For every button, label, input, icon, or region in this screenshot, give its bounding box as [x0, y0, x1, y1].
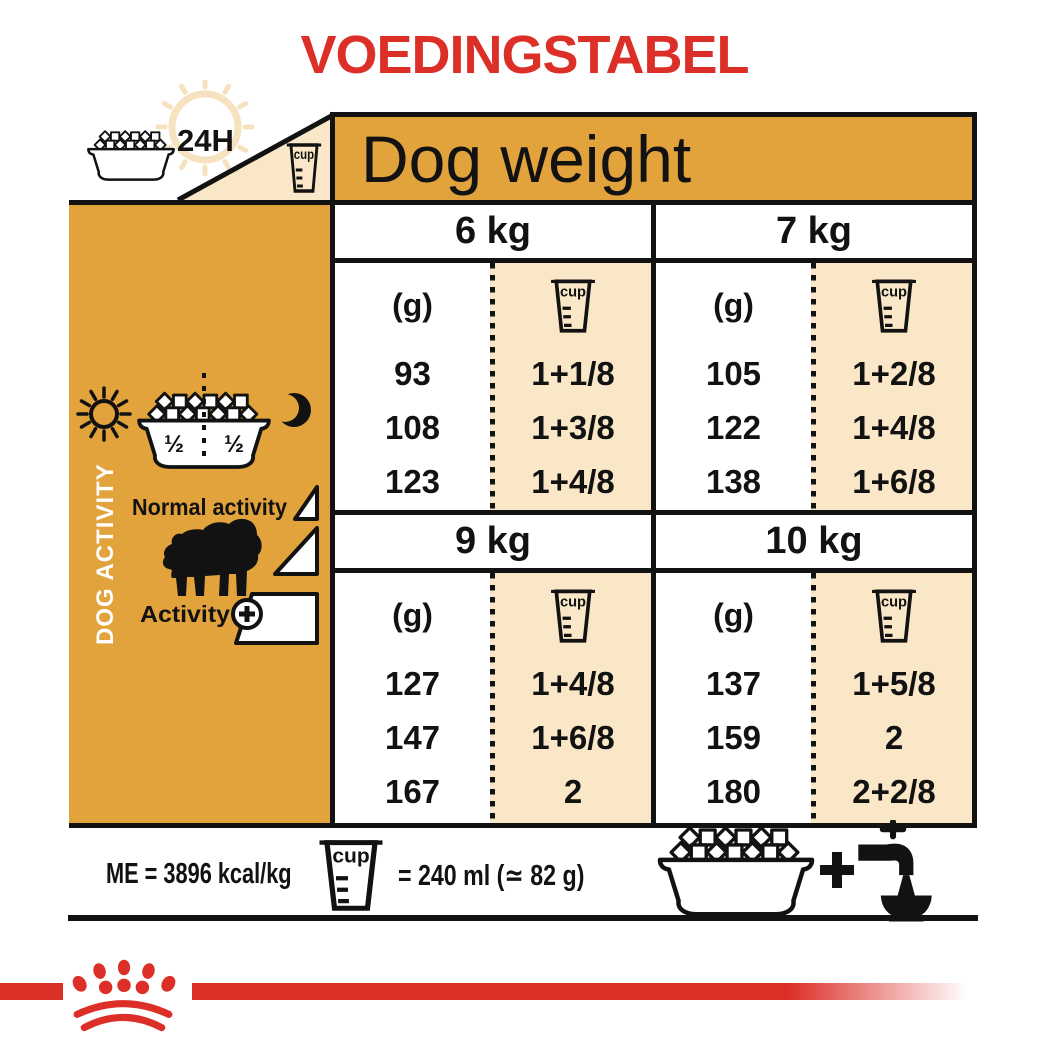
cup-value: 1+4/8	[531, 665, 615, 702]
column-divider	[651, 205, 656, 258]
cups-column: cup 1+1/8 1+3/8 1+4/8	[495, 263, 651, 510]
grams-value: 105	[705, 355, 762, 392]
cup-icon-label: cup	[294, 146, 315, 162]
daily-ration-label: 24H	[177, 123, 234, 158]
grams-column-header: (g)	[713, 286, 754, 323]
cup-icon-label: cup	[560, 284, 586, 300]
activity-label: Activity	[140, 601, 230, 627]
column-divider	[651, 263, 656, 510]
footer-divider-line	[68, 915, 978, 921]
brand-band	[0, 983, 975, 1000]
measuring-cup-icon: cup	[286, 143, 322, 193]
table-body-row-1: (g) 93 108 123 cup 1+1/8 1+3/8 1+4/8	[335, 263, 972, 515]
cup-value: 1+3/8	[531, 409, 615, 446]
moon-icon	[271, 393, 311, 427]
cup-value: 2+2/8	[852, 773, 936, 810]
sidebar-graphic: ½ ½ DOG ACTIVITY Normal activity Activit…	[76, 373, 319, 645]
grams-column: (g) 137 159 180	[656, 573, 811, 823]
cup-value: 1+6/8	[531, 719, 615, 756]
dotted-divider	[811, 573, 816, 823]
section-9kg: (g) 127 147 167 cup 1+4/8 1+6/8 2	[335, 573, 651, 823]
clock-icon	[155, 80, 255, 177]
cup-value: 1+4/8	[852, 409, 936, 446]
cup-value: 1+2/8	[852, 355, 936, 392]
cup-icon-label: cup	[881, 284, 907, 300]
section-10kg: (g) 137 159 180 cup 1+5/8 2 2+2/8	[656, 573, 972, 823]
dog-activity-sidebar: ½ ½ DOG ACTIVITY Normal activity Activit…	[69, 200, 330, 828]
grams-column-header: (g)	[392, 286, 433, 323]
dotted-divider	[811, 263, 816, 510]
grams-column: (g) 93 108 123	[335, 263, 490, 510]
grams-value: 137	[705, 665, 762, 702]
cup-equivalence-note: = 240 ml (≃ 82 g)	[398, 860, 585, 892]
page-title: VOEDINGSTABEL	[300, 25, 749, 85]
weight-header-10kg: 10 kg	[656, 515, 972, 568]
weight-header-row-2: 9 kg 10 kg	[335, 515, 972, 573]
normal-activity-label: Normal activity	[132, 494, 287, 520]
cup-value: 1+4/8	[531, 463, 615, 500]
grams-value: 167	[384, 773, 441, 810]
cup-icon-label: cup	[332, 845, 369, 867]
column-divider	[651, 515, 656, 568]
grams-column: (g) 105 122 138	[656, 263, 811, 510]
measuring-cup-icon: cup	[550, 589, 596, 643]
brand-band-gap	[63, 980, 192, 1003]
cups-column: cup 1+2/8 1+4/8 1+6/8	[816, 263, 972, 510]
section-6kg: (g) 93 108 123 cup 1+1/8 1+3/8 1+4/8	[335, 263, 651, 510]
weight-header-row-1: 6 kg 7 kg	[335, 205, 972, 263]
grams-value: 127	[384, 665, 441, 702]
grams-value: 138	[705, 463, 762, 500]
cups-column: cup 1+5/8 2 2+2/8	[816, 573, 972, 823]
pug-silhouette	[162, 518, 262, 596]
dog-activity-vertical-label: DOG ACTIVITY	[92, 463, 119, 645]
plus-icon	[820, 852, 854, 888]
cup-value: 1+1/8	[531, 355, 615, 392]
weight-header-9kg: 9 kg	[335, 515, 651, 568]
grams-column-header: (g)	[713, 596, 754, 633]
grams-value: 93	[394, 355, 431, 392]
royal-canin-crown-logo	[72, 959, 176, 1032]
water-tap-icon	[858, 820, 932, 922]
metabolizable-energy-note: ME = 3896 kcal/kg	[106, 858, 292, 890]
sun-icon	[76, 386, 132, 442]
grams-value: 180	[705, 773, 762, 810]
diagonal-divider	[176, 111, 335, 203]
cup-value: 2	[563, 773, 583, 810]
grams-value: 159	[705, 719, 762, 756]
measuring-cup-icon: cup	[318, 834, 384, 914]
activity-step-small	[293, 485, 319, 521]
grams-value: 147	[384, 719, 441, 756]
grams-value: 108	[384, 409, 441, 446]
half-portion-right: ½	[224, 431, 244, 458]
measuring-cup-icon: cup	[871, 589, 917, 643]
measuring-cup-icon: cup	[871, 279, 917, 333]
dotted-divider	[490, 573, 495, 823]
grams-column: (g) 127 147 167	[335, 573, 490, 823]
food-bowl-24h-icon	[87, 129, 175, 181]
column-divider	[651, 573, 656, 823]
cup-value: 1+6/8	[852, 463, 936, 500]
half-portion-left: ½	[164, 431, 184, 458]
cups-column: cup 1+4/8 1+6/8 2	[495, 573, 651, 823]
cup-value: 2	[884, 719, 904, 756]
feeding-table: Dog weight 6 kg 7 kg (g) 93 108 123	[330, 112, 977, 828]
dog-weight-header: Dog weight	[335, 117, 972, 205]
measuring-cup-icon: cup	[550, 279, 596, 333]
table-body-row-2: (g) 127 147 167 cup 1+4/8 1+6/8 2	[335, 573, 972, 823]
header-corner-graphic: 24H	[87, 80, 335, 203]
grams-value: 122	[705, 409, 762, 446]
activity-step-medium	[273, 526, 319, 576]
cup-value: 1+5/8	[852, 665, 936, 702]
cup-icon-label: cup	[881, 594, 907, 610]
cup-icon-label: cup	[560, 594, 586, 610]
grams-value: 123	[384, 463, 441, 500]
section-7kg: (g) 105 122 138 cup 1+2/8 1+4/8 1+6/	[656, 263, 972, 510]
grams-column-header: (g)	[392, 596, 433, 633]
food-bowl-icon	[654, 824, 818, 921]
activity-plus-icon	[231, 598, 263, 630]
weight-header-6kg: 6 kg	[335, 205, 651, 258]
weight-header-7kg: 7 kg	[656, 205, 972, 258]
dotted-divider	[490, 263, 495, 510]
